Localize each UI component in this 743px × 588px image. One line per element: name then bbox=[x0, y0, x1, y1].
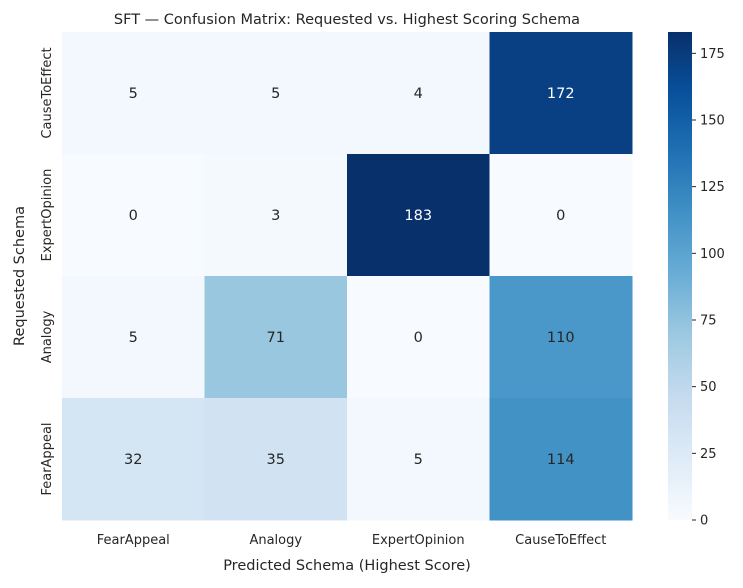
y-tick-label: Analogy bbox=[40, 310, 55, 363]
x-tick-label: CauseToEffect bbox=[515, 533, 606, 548]
cell-value-label: 5 bbox=[129, 330, 138, 346]
x-tick-label: FearAppeal bbox=[97, 533, 170, 548]
colorbar-tick-labels: 0 25 50 75 100 125 150 175 bbox=[692, 47, 725, 529]
heatmap-cell bbox=[489, 32, 633, 155]
x-tick-label: Analogy bbox=[249, 533, 302, 548]
x-axis-label: Predicted Schema (Highest Score) bbox=[223, 558, 471, 574]
heatmap-cell bbox=[62, 276, 205, 399]
colorbar-tick-label: 100 bbox=[700, 247, 725, 262]
colorbar-tick-label: 75 bbox=[700, 314, 717, 329]
heatmap-cell bbox=[62, 398, 205, 521]
heatmap-cell bbox=[62, 32, 205, 155]
cell-value-label: 0 bbox=[129, 208, 138, 224]
y-tick-label: FearAppeal bbox=[40, 422, 55, 495]
heatmap-cell bbox=[347, 276, 490, 399]
colorbar-tick-label: 50 bbox=[700, 380, 717, 395]
colorbar-tick-label: 175 bbox=[700, 47, 725, 62]
colorbar bbox=[668, 32, 692, 520]
cell-value-label: 110 bbox=[547, 330, 575, 346]
y-axis-tick-labels: CauseToEffect ExpertOpinion Analogy FearApp… bbox=[40, 47, 55, 495]
heatmap-cell bbox=[204, 398, 348, 521]
cell-value-label: 172 bbox=[547, 86, 575, 102]
chart-title: SFT — Confusion Matrix: Requested vs. Hi… bbox=[114, 12, 580, 28]
x-tick-label: ExpertOpinion bbox=[372, 533, 465, 548]
x-axis-tick-labels: FearAppeal Analogy ExpertOpinion CauseToEff… bbox=[97, 533, 607, 548]
heatmap-cell bbox=[489, 276, 633, 399]
cell-value-label: 183 bbox=[404, 208, 432, 224]
colorbar-tick-label: 0 bbox=[700, 514, 708, 529]
heatmap-cell bbox=[489, 154, 633, 277]
cell-value-label: 32 bbox=[124, 452, 142, 468]
heatmap-cell bbox=[347, 154, 490, 277]
y-tick-label: CauseToEffect bbox=[40, 47, 55, 138]
heatmap-cell bbox=[489, 398, 633, 521]
colorbar-tick-label: 25 bbox=[700, 447, 717, 462]
y-axis-label: Requested Schema bbox=[12, 206, 28, 346]
heatmap-cell bbox=[204, 32, 348, 155]
colorbar-tick-label: 150 bbox=[700, 114, 725, 129]
cell-value-label: 0 bbox=[414, 330, 423, 346]
cell-value-label: 0 bbox=[556, 208, 565, 224]
cell-value-label: 35 bbox=[267, 452, 285, 468]
cell-value-label: 3 bbox=[271, 208, 280, 224]
heatmap-cell bbox=[204, 276, 348, 399]
cell-value-label: 5 bbox=[271, 86, 280, 102]
colorbar-tick-label: 125 bbox=[700, 180, 725, 195]
cell-value-label: 71 bbox=[267, 330, 285, 346]
cell-value-label: 114 bbox=[547, 452, 575, 468]
y-tick-label: ExpertOpinion bbox=[40, 169, 55, 262]
heatmap-cell bbox=[62, 154, 205, 277]
cell-value-label: 5 bbox=[129, 86, 138, 102]
heatmap-cell bbox=[347, 32, 490, 155]
heatmap-cells: 5 5 4 172 0 3 183 0 5 71 0 110 32 35 5 114 bbox=[62, 32, 633, 521]
heatmap-cell bbox=[204, 154, 348, 277]
cell-value-label: 5 bbox=[414, 452, 423, 468]
cell-value-label: 4 bbox=[414, 86, 423, 102]
heatmap-cell bbox=[347, 398, 490, 521]
